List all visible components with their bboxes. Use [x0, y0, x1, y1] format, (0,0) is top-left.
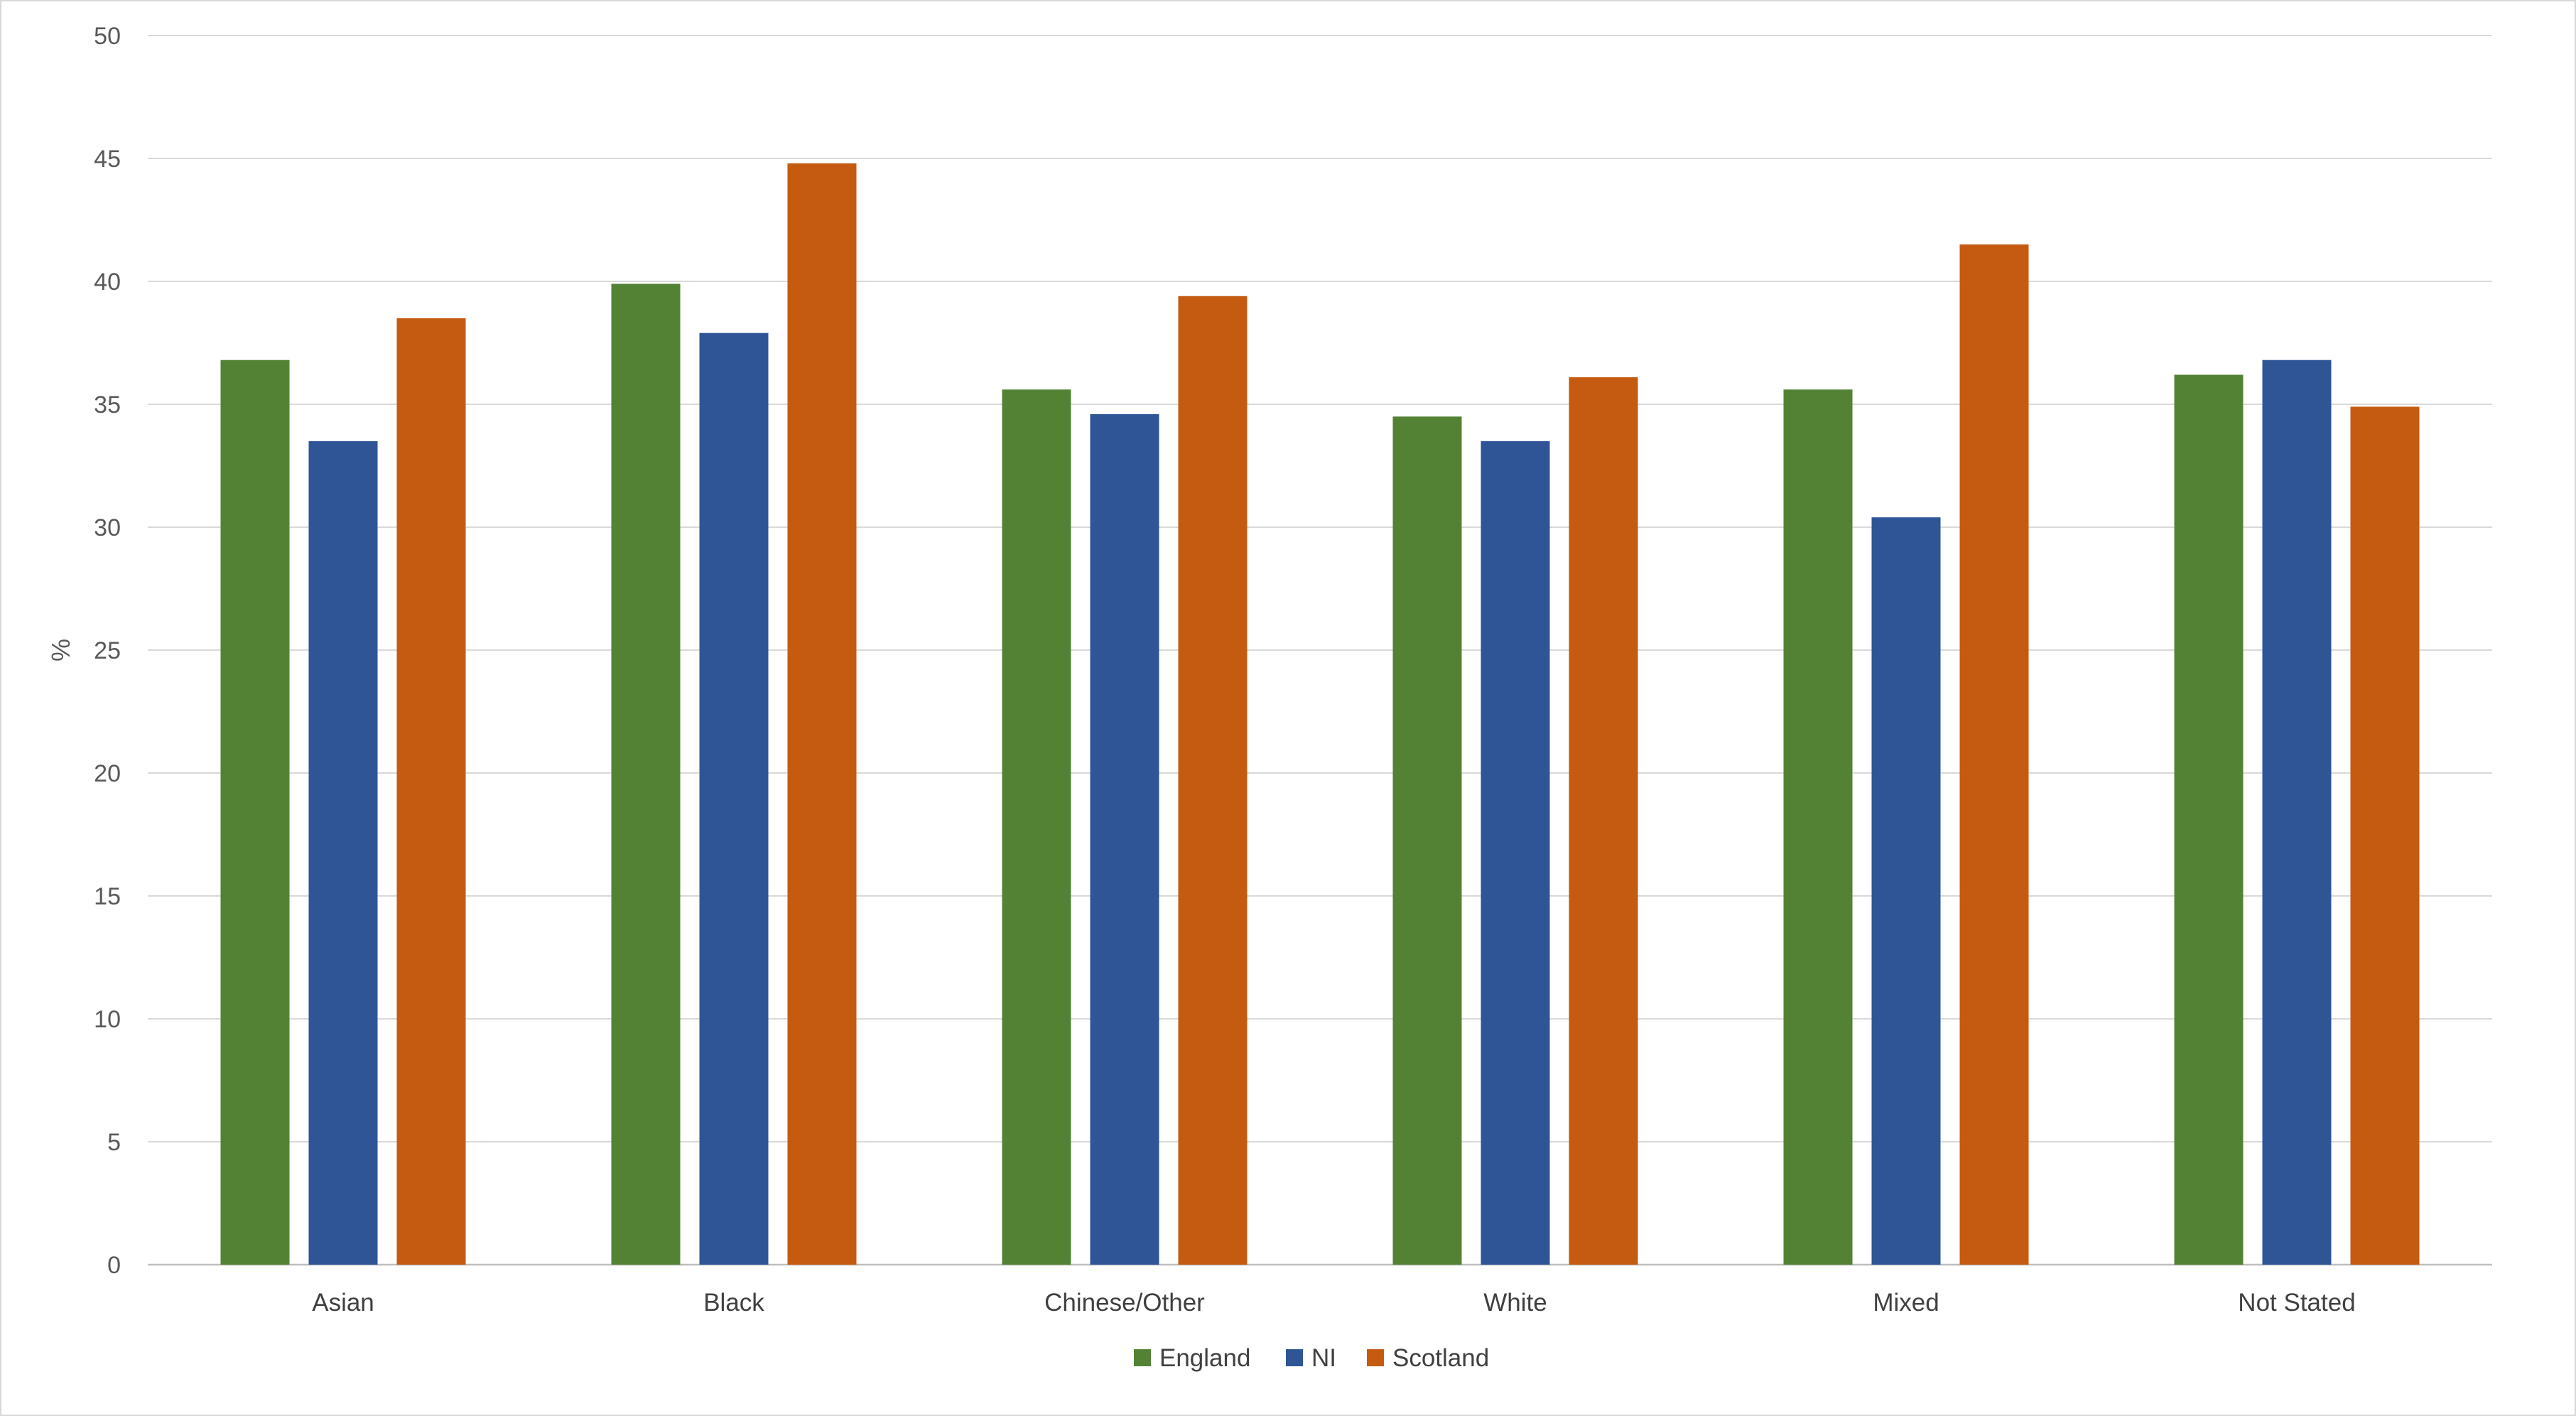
legend-label-ni: NI	[1311, 1344, 1336, 1372]
legend-swatch-scotland	[1367, 1349, 1384, 1366]
bar-england-3	[1392, 416, 1462, 1265]
bar-ni-4	[1871, 517, 1941, 1265]
y-tick-label: 45	[94, 146, 121, 173]
legend-label-england: England	[1159, 1344, 1250, 1372]
y-tick-label: 5	[107, 1129, 121, 1156]
y-tick-label: 50	[94, 23, 121, 50]
bar-england-0	[220, 360, 290, 1265]
bar-ni-2	[1090, 414, 1159, 1265]
legend-swatch-england	[1134, 1349, 1151, 1366]
bar-scotland-4	[1959, 244, 2029, 1265]
gridlines	[148, 35, 2492, 1266]
y-axis-ticks: 0 5 10 15 20 25 30 35 40 45 50	[94, 23, 121, 1279]
bar-ni-3	[1481, 441, 1550, 1265]
bar-ni-0	[308, 441, 378, 1265]
bar-england-5	[2174, 374, 2244, 1265]
bar-ni-1	[699, 333, 769, 1265]
y-tick-label: 0	[107, 1252, 121, 1279]
x-tick-label: Mixed	[1873, 1289, 1939, 1317]
x-tick-label: Chinese/Other	[1044, 1289, 1205, 1317]
y-tick-label: 20	[94, 760, 121, 787]
legend-swatch-ni	[1286, 1349, 1303, 1366]
x-tick-label: Not Stated	[2238, 1289, 2355, 1317]
bar-scotland-3	[1569, 377, 1638, 1265]
x-tick-label: Black	[703, 1289, 764, 1317]
y-tick-label: 25	[94, 637, 121, 664]
bar-england-4	[1783, 389, 1853, 1265]
bar-england-2	[1002, 389, 1071, 1265]
bar-scotland-0	[396, 318, 466, 1265]
bar-scotland-2	[1178, 296, 1248, 1265]
y-tick-label: 15	[94, 883, 121, 910]
bars	[220, 163, 2420, 1265]
bar-ni-5	[2262, 360, 2332, 1265]
bar-england-1	[611, 283, 681, 1265]
y-axis-label: %	[46, 639, 75, 661]
legend: England NI Scotland	[1134, 1344, 1489, 1372]
y-tick-label: 40	[94, 269, 121, 296]
bar-scotland-5	[2350, 406, 2420, 1265]
x-tick-label: Asian	[312, 1289, 374, 1317]
bar-scotland-1	[787, 163, 857, 1265]
x-axis-ticks: Asian Black Chinese/Other White Mixed Not Sta…	[312, 1289, 2355, 1317]
y-tick-label: 30	[94, 514, 121, 541]
y-tick-label: 35	[94, 391, 121, 418]
legend-label-scotland: Scotland	[1392, 1344, 1489, 1372]
y-tick-label: 10	[94, 1006, 121, 1033]
x-tick-label: White	[1483, 1289, 1547, 1317]
